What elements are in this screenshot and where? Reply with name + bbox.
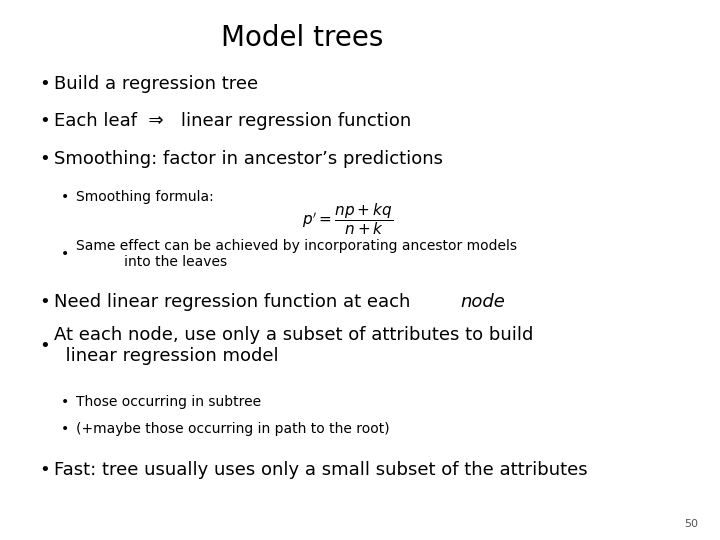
Text: •: • [61,247,69,261]
Text: At each node, use only a subset of attributes to build
  linear regression model: At each node, use only a subset of attri… [54,326,534,365]
Text: Fast: tree usually uses only a small subset of the attributes: Fast: tree usually uses only a small sub… [54,461,588,479]
Text: Model trees: Model trees [221,24,384,52]
Text: Each leaf  ⇒   linear regression function: Each leaf ⇒ linear regression function [54,112,411,131]
Text: •: • [61,190,69,204]
Text: •: • [40,293,50,312]
Text: node: node [461,293,505,312]
Text: •: • [61,395,69,409]
Text: •: • [40,336,50,355]
Text: 50: 50 [685,519,698,529]
Text: Smoothing: factor in ancestor’s predictions: Smoothing: factor in ancestor’s predicti… [54,150,443,168]
Text: •: • [40,461,50,479]
Text: •: • [40,112,50,131]
Text: $p' = \dfrac{np + kq}{n + k}$: $p' = \dfrac{np + kq}{n + k}$ [302,201,394,237]
Text: Smoothing formula:: Smoothing formula: [76,190,213,204]
Text: (+maybe those occurring in path to the root): (+maybe those occurring in path to the r… [76,422,390,436]
Text: •: • [40,75,50,93]
Text: •: • [40,150,50,168]
Text: Need linear regression function at each: Need linear regression function at each [54,293,416,312]
Text: Build a regression tree: Build a regression tree [54,75,258,93]
Text: Same effect can be achieved by incorporating ancestor models
           into the: Same effect can be achieved by incorpora… [76,239,517,269]
Text: •: • [61,422,69,436]
Text: Those occurring in subtree: Those occurring in subtree [76,395,261,409]
